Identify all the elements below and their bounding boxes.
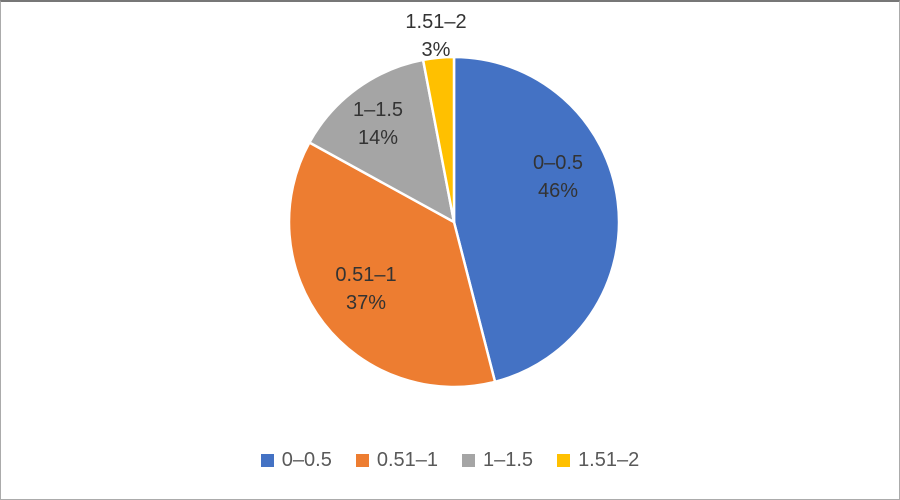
legend-swatch-icon [462,453,475,467]
pie-slice-1–1.5[interactable] [308,58,456,224]
legend-item-0–0.5[interactable]: 0–0.5 [260,448,332,472]
pie-slice-0–0.5[interactable] [452,55,621,384]
legend-swatch-icon [260,453,274,467]
legend-label: 0–0.5 [281,448,332,471]
legend-swatch-icon [557,453,571,467]
legend-label: 0.51–1 [376,448,438,471]
legend-item-1–1.5[interactable]: 1–1.5 [462,449,533,472]
legend-item-1.51–2[interactable]: 1.51–2 [557,449,639,472]
pie-slice-1.51–2[interactable] [421,55,456,224]
legend-item-0.51–1[interactable]: 0.51–1 [355,448,438,472]
chart-legend: 0–0.5 0.51–1 1–1.5 1.51–2 [1,446,899,474]
legend-swatch-icon [355,453,369,467]
legend-label: 1–1.5 [483,448,534,471]
legend-label: 1.51–2 [578,448,640,471]
pie-slice-0.51–1[interactable] [287,141,497,389]
